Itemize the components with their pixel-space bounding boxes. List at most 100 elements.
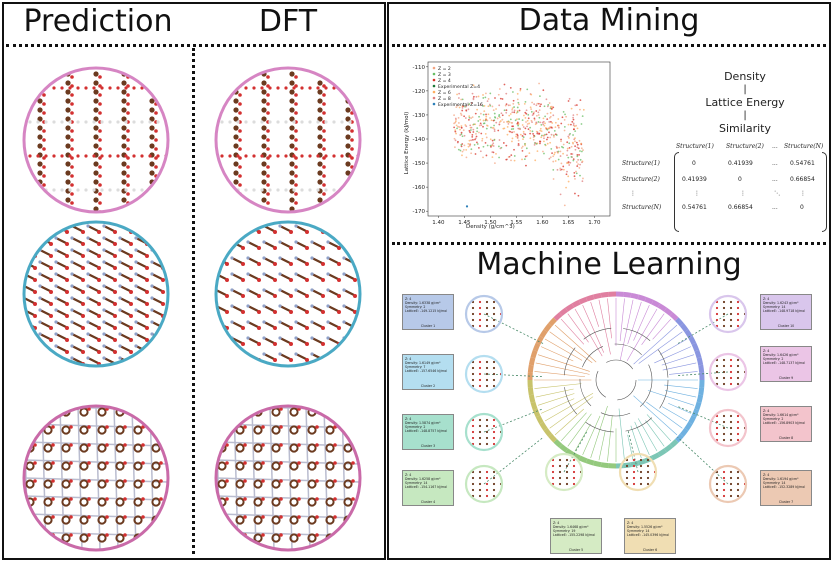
atom [86, 224, 90, 228]
dendro-branch [590, 405, 608, 459]
atom [499, 384, 502, 388]
bond [247, 241, 259, 248]
atom [345, 188, 351, 194]
data-point [477, 146, 480, 149]
atom [729, 306, 733, 310]
dendro-branch [633, 324, 678, 365]
ring [79, 533, 89, 543]
data-point [517, 127, 520, 130]
atom [279, 461, 283, 465]
data-point [574, 140, 576, 143]
bond [151, 225, 163, 232]
atom [292, 154, 296, 158]
cluster-density: Density: 1.6614 g/cm³ [763, 413, 799, 417]
atom [317, 206, 323, 212]
data-point [461, 150, 464, 153]
atom [93, 71, 99, 77]
atom [65, 107, 71, 113]
matrix-cell: 0.54761 [682, 204, 707, 211]
atom [69, 497, 73, 501]
atom [471, 296, 475, 298]
ring [115, 443, 125, 453]
atom [565, 470, 569, 474]
atom [471, 312, 475, 316]
atom [499, 296, 502, 298]
atom [220, 154, 224, 158]
data-point [576, 165, 579, 167]
cluster-circle [464, 464, 504, 504]
data-point [505, 92, 508, 95]
atom [340, 154, 344, 158]
atom [33, 407, 37, 411]
atom [42, 129, 46, 133]
legend-label: Z = 3 [438, 72, 451, 78]
atom [49, 338, 53, 342]
atom [722, 300, 726, 304]
data-point [461, 106, 464, 109]
atom [715, 370, 719, 374]
atom [308, 154, 312, 158]
bond [327, 225, 339, 232]
atom [244, 154, 248, 158]
atom [246, 272, 250, 276]
atom [321, 278, 325, 282]
ring-segment [571, 452, 581, 461]
atom [54, 248, 58, 252]
atom [123, 425, 127, 429]
atom [743, 358, 746, 362]
atom [558, 470, 562, 474]
atom [145, 266, 149, 270]
bond [119, 249, 131, 256]
cluster-label: Cluster 6 [642, 548, 658, 552]
data-point [572, 116, 574, 119]
atom [333, 407, 337, 411]
atom [65, 302, 69, 306]
data-point [511, 107, 514, 110]
ring [25, 515, 35, 525]
data-point [562, 165, 565, 168]
atom [225, 461, 229, 465]
data-point [524, 144, 526, 147]
atom [123, 461, 127, 465]
data-point [512, 128, 515, 130]
ring [43, 479, 53, 489]
data-point [563, 118, 566, 121]
atom [100, 86, 104, 90]
y-tick-label: -140 [413, 137, 426, 143]
legend-label: Z = 2 [438, 66, 451, 72]
atom [129, 362, 133, 366]
data-point [539, 140, 542, 143]
atom [113, 278, 117, 282]
data-point [485, 118, 487, 120]
ring [151, 461, 161, 471]
atom [132, 188, 136, 192]
atom [37, 206, 43, 212]
atom [244, 86, 248, 90]
dendro-branch [540, 398, 575, 414]
ring-segment [637, 458, 647, 466]
data-point [500, 112, 503, 115]
atom [333, 497, 337, 501]
atom [646, 482, 650, 486]
cluster-label: Cluster 1 [420, 324, 436, 328]
metric-sep-1: | [743, 84, 747, 95]
atom [102, 296, 106, 300]
x-tick-label: 1.60 [536, 220, 549, 226]
dendro-branch [630, 425, 642, 459]
data-point [483, 110, 486, 113]
atom [149, 206, 155, 212]
atom [546, 482, 548, 486]
data-point [568, 146, 571, 149]
data-point [508, 121, 511, 123]
ring-segment [630, 292, 639, 300]
atom [478, 324, 482, 328]
data-point [462, 105, 465, 108]
atom [87, 533, 91, 537]
data-point [531, 114, 534, 117]
data-point [567, 156, 570, 159]
cluster-lattice: LatticeE: -152.3289 kJ/mol [763, 485, 806, 489]
atom [558, 482, 562, 486]
ring-segment [698, 364, 705, 373]
atom [729, 382, 733, 386]
data-point [549, 120, 552, 123]
